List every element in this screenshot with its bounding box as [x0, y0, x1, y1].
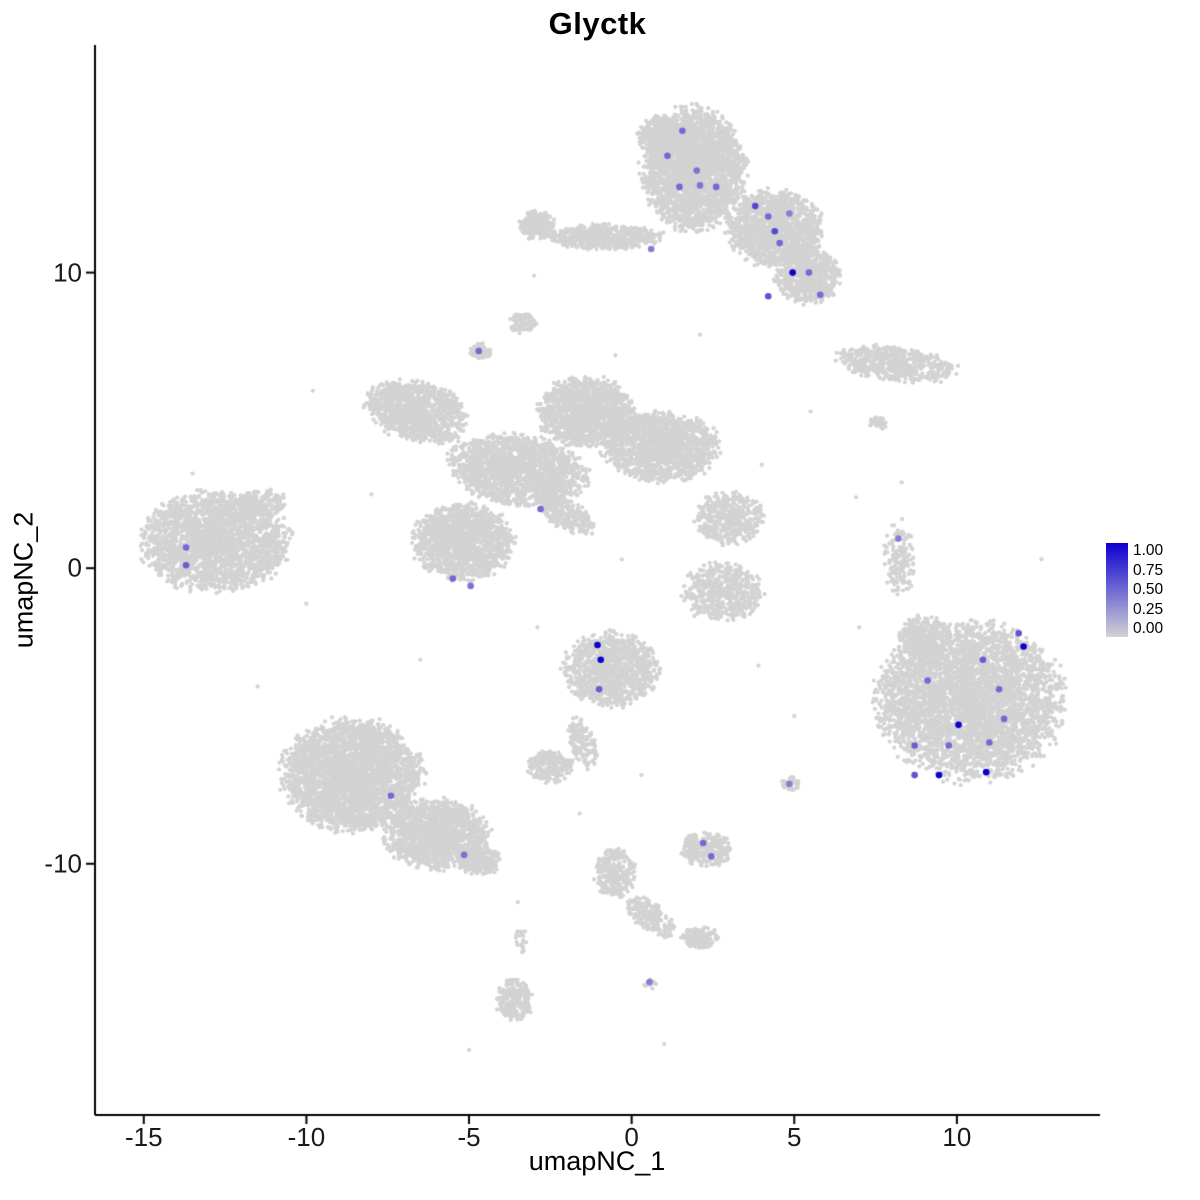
legend-gradient-bar: [1106, 543, 1128, 637]
x-tick-label: 10: [942, 1122, 972, 1152]
x-tick-label: -15: [124, 1122, 163, 1152]
y-tick-label: 10: [53, 257, 82, 288]
y-tick-label: -10: [44, 848, 82, 879]
y-axis-label: umapNC_2: [8, 511, 39, 649]
x-axis-label: umapNC_1: [528, 1146, 666, 1176]
x-tick-label: -10: [287, 1122, 326, 1152]
x-tick-label: 0: [624, 1122, 639, 1152]
legend-label: 0.25: [1133, 600, 1164, 618]
legend-label: 0.50: [1133, 581, 1164, 598]
expression-legend: 1.00 0.75 0.50 0.25 0.00: [1106, 543, 1163, 637]
legend-label: 0.75: [1133, 561, 1164, 579]
legend-label: 0.00: [1133, 620, 1164, 637]
legend-label: 1.00: [1133, 542, 1164, 559]
legend-labels: 1.00 0.75 0.50 0.25 0.00: [1133, 543, 1163, 637]
y-tick-label: 0: [67, 552, 82, 583]
plot-title: Glyctk: [548, 6, 647, 41]
x-tick-label: 5: [787, 1122, 802, 1152]
x-tick-label: -5: [457, 1122, 481, 1152]
